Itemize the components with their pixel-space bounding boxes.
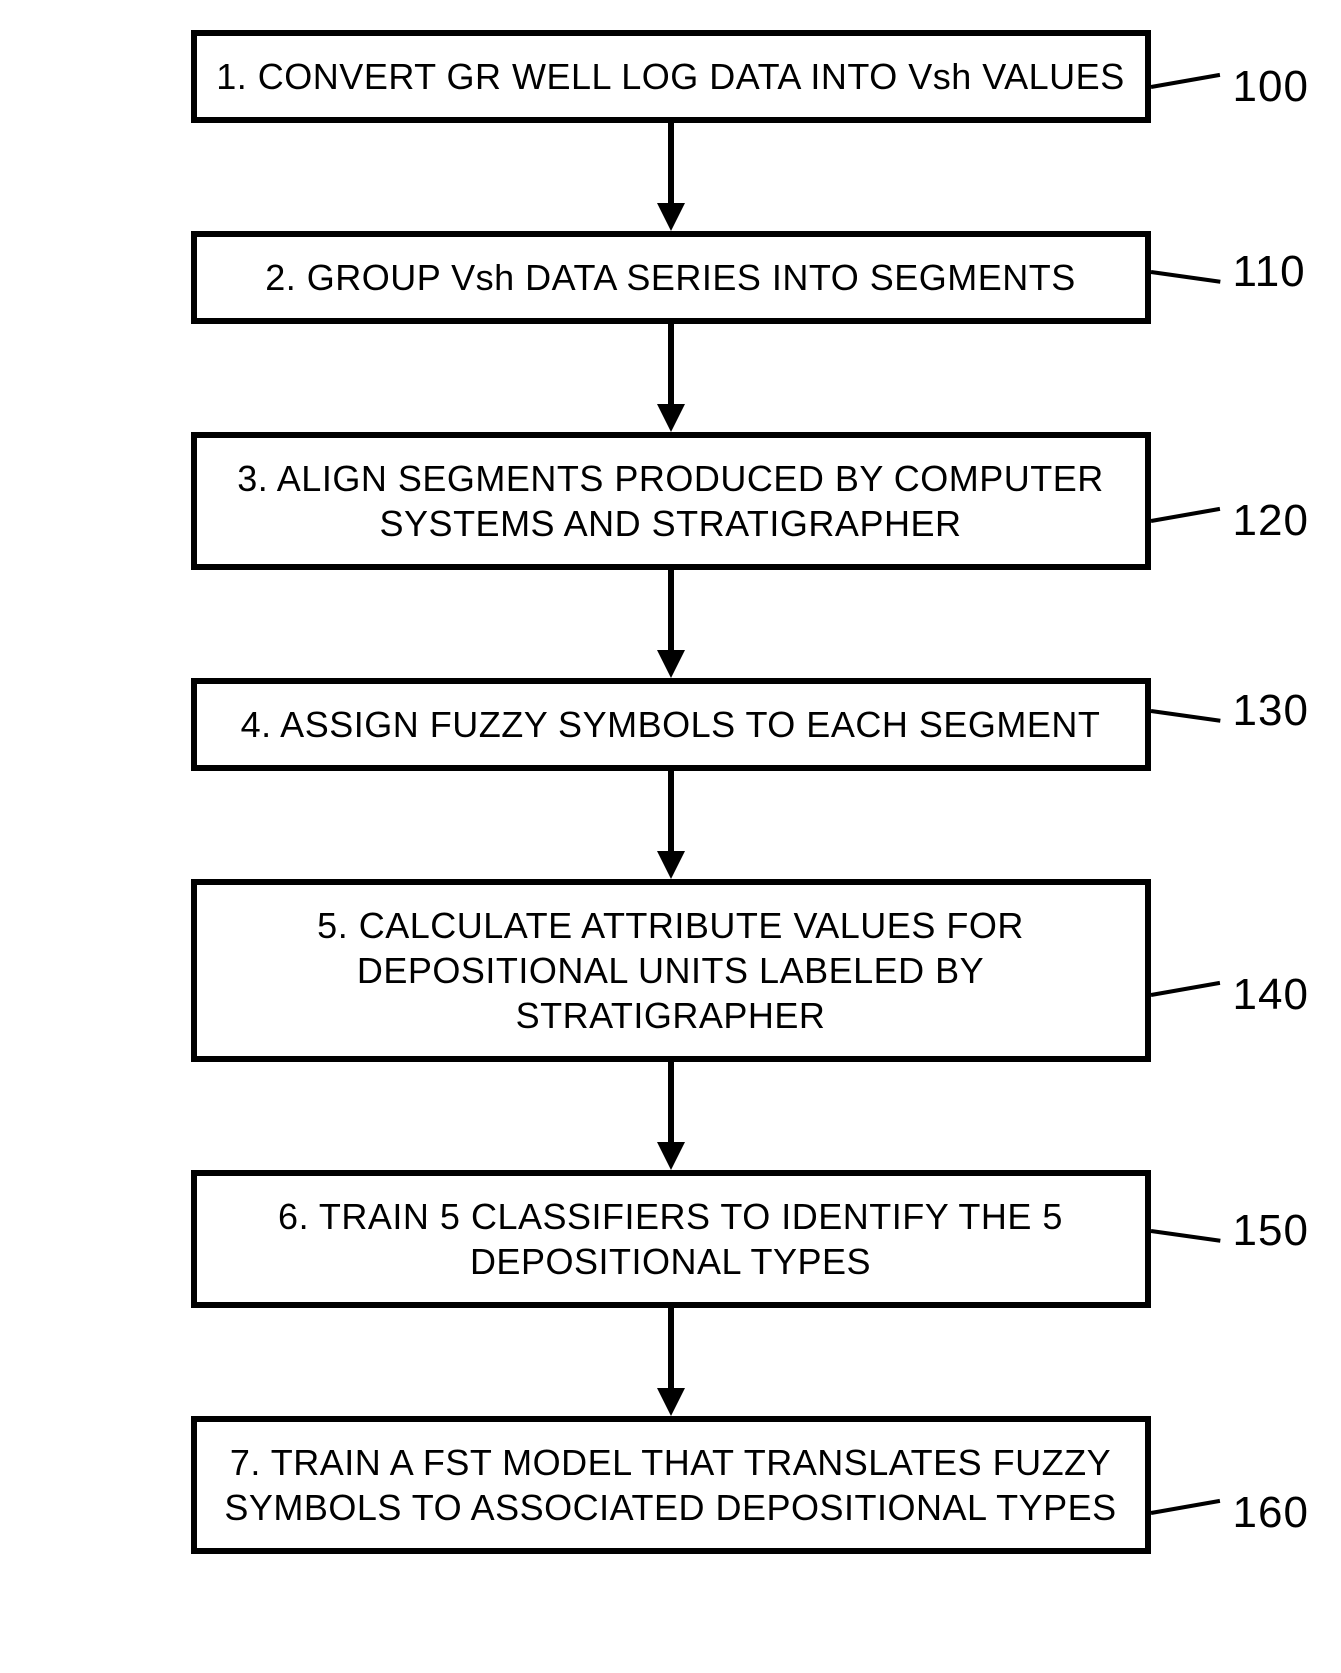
flow-row-5: 6. TRAIN 5 CLASSIFIERS TO IDENTIFY THE 5… [71,1170,1271,1308]
flow-row-4: 5. CALCULATE ATTRIBUTE VALUES FOR DEPOSI… [71,879,1271,1062]
ref-wrapper-6: 160 [1151,1488,1309,1538]
arrow-shaft-2 [668,570,674,650]
arrow-shaft-0 [668,123,674,203]
arrow-head-icon-1 [657,404,685,432]
ref-connector-0 [1150,72,1220,88]
flow-row-1: 2. GROUP Vsh DATA SERIES INTO SEGMENTS11… [71,231,1271,324]
step-box-3: 4. ASSIGN FUZZY SYMBOLS TO EACH SEGMENT [191,678,1151,771]
ref-connector-4 [1150,980,1220,996]
ref-connector-6 [1150,1499,1220,1515]
arrow-head-icon-5 [657,1388,685,1416]
ref-number-5: 150 [1233,1206,1309,1256]
flow-row-3: 4. ASSIGN FUZZY SYMBOLS TO EACH SEGMENT1… [71,678,1271,771]
arrow-shaft-3 [668,771,674,851]
arrow-head-icon-2 [657,650,685,678]
ref-number-3: 130 [1233,686,1309,736]
ref-number-6: 160 [1233,1488,1309,1538]
flowchart-container: 1. CONVERT GR WELL LOG DATA INTO Vsh VAL… [71,30,1271,1554]
arrow-4 [657,1062,685,1170]
arrow-shaft-5 [668,1308,674,1388]
arrow-head-icon-3 [657,851,685,879]
ref-wrapper-1: 110 [1151,247,1306,297]
arrow-shaft-4 [668,1062,674,1142]
ref-connector-3 [1150,709,1220,723]
arrow-shaft-1 [668,324,674,404]
ref-connector-1 [1150,270,1220,284]
ref-wrapper-5: 150 [1151,1206,1309,1256]
ref-wrapper-0: 100 [1151,62,1309,112]
arrow-2 [657,570,685,678]
arrow-1 [657,324,685,432]
ref-connector-5 [1150,1229,1220,1243]
step-box-1: 2. GROUP Vsh DATA SERIES INTO SEGMENTS [191,231,1151,324]
step-box-6: 7. TRAIN A FST MODEL THAT TRANSLATES FUZ… [191,1416,1151,1554]
ref-number-0: 100 [1233,62,1309,112]
flow-row-6: 7. TRAIN A FST MODEL THAT TRANSLATES FUZ… [71,1416,1271,1554]
ref-number-4: 140 [1233,970,1309,1020]
arrow-head-icon-0 [657,203,685,231]
step-box-4: 5. CALCULATE ATTRIBUTE VALUES FOR DEPOSI… [191,879,1151,1062]
flow-row-2: 3. ALIGN SEGMENTS PRODUCED BY COMPUTER S… [71,432,1271,570]
arrow-head-icon-4 [657,1142,685,1170]
ref-number-2: 120 [1233,496,1309,546]
ref-connector-2 [1150,507,1220,523]
arrow-3 [657,771,685,879]
ref-number-1: 110 [1233,247,1306,297]
ref-wrapper-4: 140 [1151,970,1309,1020]
step-box-5: 6. TRAIN 5 CLASSIFIERS TO IDENTIFY THE 5… [191,1170,1151,1308]
arrow-5 [657,1308,685,1416]
flow-row-0: 1. CONVERT GR WELL LOG DATA INTO Vsh VAL… [71,30,1271,123]
ref-wrapper-3: 130 [1151,686,1309,736]
step-box-2: 3. ALIGN SEGMENTS PRODUCED BY COMPUTER S… [191,432,1151,570]
arrow-0 [657,123,685,231]
step-box-0: 1. CONVERT GR WELL LOG DATA INTO Vsh VAL… [191,30,1151,123]
ref-wrapper-2: 120 [1151,496,1309,546]
